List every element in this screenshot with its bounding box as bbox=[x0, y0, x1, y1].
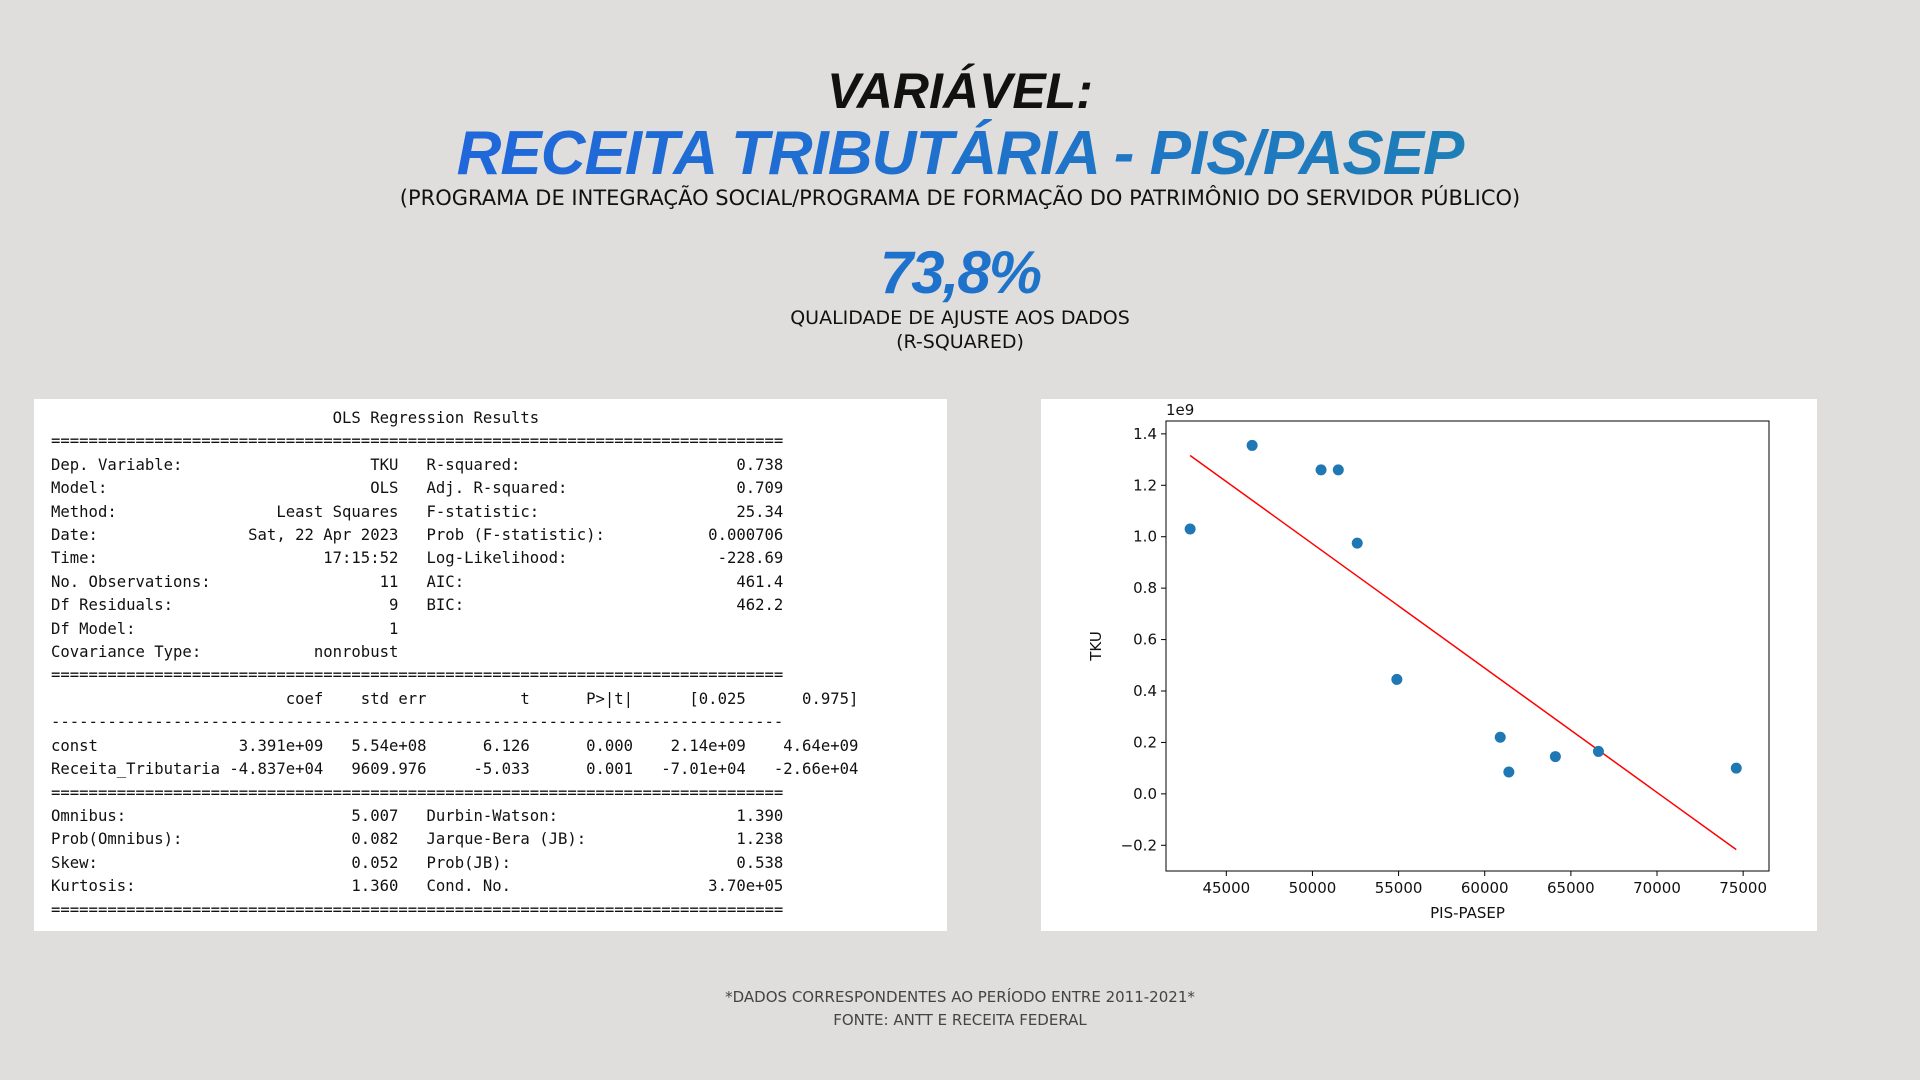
y-tick-label: 0.2 bbox=[1133, 733, 1157, 751]
plot-frame bbox=[1165, 420, 1770, 872]
data-point bbox=[1494, 731, 1506, 743]
ols-summary-line: Date: Sat, 22 Apr 2023 Prob (F-statistic… bbox=[51, 526, 784, 545]
y-axis-label: TKU bbox=[1087, 631, 1105, 662]
data-point bbox=[1503, 766, 1515, 778]
y-tick-label: 0.4 bbox=[1133, 682, 1157, 700]
regression-line bbox=[1189, 454, 1737, 851]
data-point bbox=[1730, 762, 1742, 774]
source-note: FONTE: ANTT E RECEITA FEDERAL bbox=[833, 1011, 1087, 1029]
ols-title: OLS Regression Results bbox=[51, 409, 540, 427]
ols-results-panel: OLS Regression Results =================… bbox=[34, 399, 947, 931]
r-squared-sublabel: (R-SQUARED) bbox=[896, 331, 1024, 353]
ols-coef-line: Receita_Tributaria -4.837e+04 9609.976 -… bbox=[51, 760, 859, 779]
data-point bbox=[1592, 745, 1604, 757]
y-tick-label: 0.6 bbox=[1133, 631, 1157, 649]
x-tick-label: 65000 bbox=[1547, 879, 1595, 897]
data-point bbox=[1332, 464, 1344, 476]
y-offset-label: 1e9 bbox=[1166, 401, 1194, 419]
ols-summary-line: Df Model: 1 bbox=[51, 619, 784, 638]
x-tick-label: 70000 bbox=[1633, 879, 1681, 897]
data-point bbox=[1549, 751, 1561, 763]
ols-coef-header: coef std err t P>|t| [0.025 0.975] bbox=[51, 689, 859, 708]
ols-diagnostic-line: Omnibus: 5.007 Durbin-Watson: 1.390 bbox=[51, 806, 784, 825]
ols-summary-line: Dep. Variable: TKU R-squared: 0.738 bbox=[51, 455, 784, 474]
x-tick-label: 55000 bbox=[1375, 879, 1423, 897]
period-note: *DADOS CORRESPONDENTES AO PERÍODO ENTRE … bbox=[725, 988, 1195, 1006]
ols-rule: ========================================… bbox=[51, 783, 784, 802]
y-tick-label: 1.4 bbox=[1133, 425, 1157, 443]
y-tick-label: 1.2 bbox=[1133, 476, 1157, 494]
page-subtitle: (PROGRAMA DE INTEGRAÇÃO SOCIAL/PROGRAMA … bbox=[399, 186, 1521, 210]
scatter-plot-panel: 45000 50000 55000 60000 65000 70000 75000 −0.2 0… bbox=[1041, 399, 1817, 931]
ols-rule: ----------------------------------------… bbox=[51, 713, 784, 732]
x-tick-label: 60000 bbox=[1461, 879, 1509, 897]
ols-summary-line: Method: Least Squares F-statistic: 25.34 bbox=[51, 502, 784, 521]
ols-diagnostic-line: Kurtosis: 1.360 Cond. No. 3.70e+05 bbox=[51, 877, 784, 896]
ols-summary-line: Model: OLS Adj. R-squared: 0.709 bbox=[51, 479, 784, 498]
ols-rule: ========================================… bbox=[51, 900, 784, 919]
variable-label: VARIÁVEL: bbox=[827, 63, 1093, 119]
r-squared-value: 73,8% bbox=[0, 238, 1920, 307]
page-title: RECEITA TRIBUTÁRIA - PIS/PASEP bbox=[0, 118, 1920, 189]
r-squared-label: QUALIDADE DE AJUSTE AOS DADOS bbox=[790, 307, 1130, 329]
ols-summary-line: Time: 17:15:52 Log-Likelihood: -228.69 bbox=[51, 549, 784, 568]
ols-summary-line: No. Observations: 11 AIC: 461.4 bbox=[51, 572, 784, 591]
data-point bbox=[1391, 673, 1403, 685]
x-tick-label: 75000 bbox=[1719, 879, 1767, 897]
y-tick-label: 0.8 bbox=[1133, 579, 1157, 597]
ols-results-text: OLS Regression Results =================… bbox=[51, 407, 858, 922]
ols-coef-line: const 3.391e+09 5.54e+08 6.126 0.000 2.1… bbox=[51, 736, 859, 755]
ols-diagnostic-line: Skew: 0.052 Prob(JB): 0.538 bbox=[51, 853, 784, 872]
ols-diagnostic-line: Prob(Omnibus): 0.082 Jarque-Bera (JB): 1… bbox=[51, 830, 784, 849]
data-point bbox=[1184, 523, 1196, 535]
x-axis-label: PIS-PASEP bbox=[1430, 904, 1505, 922]
data-point bbox=[1351, 537, 1363, 549]
y-tick-label: 0.0 bbox=[1133, 785, 1157, 803]
scatter-plot: 45000 50000 55000 60000 65000 70000 75000 −0.2 0… bbox=[1087, 401, 1770, 922]
data-point bbox=[1246, 439, 1258, 451]
ols-rule: ========================================… bbox=[51, 666, 784, 685]
ols-summary-line: Covariance Type: nonrobust bbox=[51, 643, 784, 662]
x-tick-label: 45000 bbox=[1202, 879, 1250, 897]
x-tick-label: 50000 bbox=[1289, 879, 1337, 897]
data-point bbox=[1315, 464, 1327, 476]
ols-summary-line: Df Residuals: 9 BIC: 462.2 bbox=[51, 596, 784, 615]
ols-rule: ========================================… bbox=[51, 432, 784, 451]
y-tick-label: −0.2 bbox=[1121, 836, 1157, 854]
y-tick-label: 1.0 bbox=[1133, 528, 1157, 546]
